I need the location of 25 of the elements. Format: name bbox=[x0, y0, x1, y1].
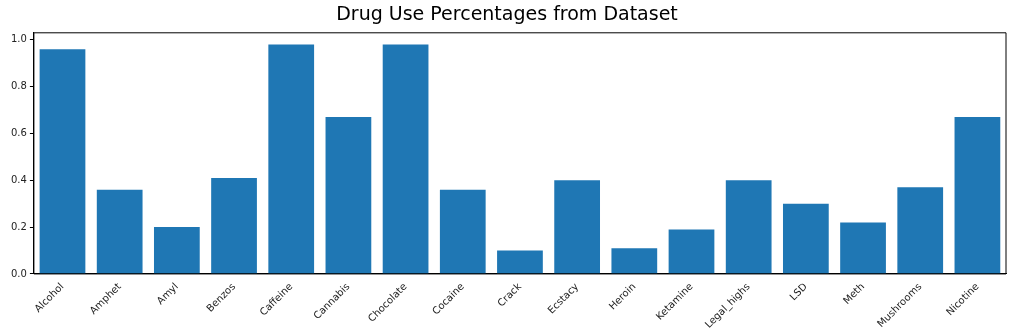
y-tick-label: 1.0 bbox=[11, 33, 27, 45]
y-tick-label: 0.6 bbox=[11, 127, 27, 139]
bar bbox=[211, 177, 257, 274]
y-tick-label: 0.0 bbox=[11, 267, 27, 279]
bar bbox=[897, 187, 944, 274]
bar bbox=[725, 180, 772, 274]
x-tick-label: LSD bbox=[787, 280, 810, 303]
bar bbox=[782, 203, 829, 274]
bar bbox=[268, 44, 315, 274]
y-tick-label: 0.4 bbox=[11, 173, 27, 185]
bar bbox=[325, 117, 372, 274]
chart-title: Drug Use Percentages from Dataset bbox=[336, 2, 678, 25]
bar bbox=[668, 229, 715, 274]
bar bbox=[39, 49, 86, 274]
bar bbox=[96, 189, 143, 274]
bar bbox=[497, 250, 543, 274]
bar bbox=[954, 117, 1001, 274]
bar bbox=[153, 227, 200, 274]
bar bbox=[439, 189, 486, 274]
y-tick-label: 0.2 bbox=[11, 220, 27, 232]
bar bbox=[382, 44, 429, 274]
y-tick-label: 0.8 bbox=[11, 80, 27, 92]
bar bbox=[611, 248, 658, 274]
bar bbox=[554, 180, 601, 274]
bar bbox=[840, 222, 886, 274]
